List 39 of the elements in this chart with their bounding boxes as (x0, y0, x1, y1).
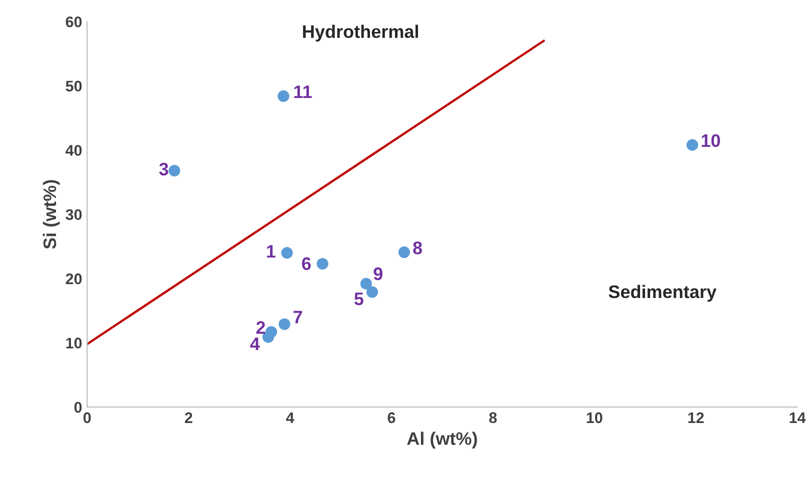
x-tick-label: 14 (790, 412, 806, 423)
point (360, 278, 372, 290)
x-tick-label: 0 (84, 412, 91, 424)
point (278, 318, 290, 330)
y-tick-label: 50 (66, 80, 82, 92)
y-tick-label: 10 (66, 338, 82, 348)
annotation: 6 (302, 257, 311, 270)
y-axis-title: Si (wt%) (42, 180, 60, 249)
point (398, 246, 410, 258)
annotation: 7 (294, 310, 302, 324)
annotation: 11 (294, 86, 312, 98)
annotation: Hydrothermal (303, 24, 418, 42)
x-tick-label: 10 (586, 412, 602, 424)
annotation: 8 (413, 242, 422, 254)
point (686, 139, 698, 151)
x-axis-title: Al (wt%) (407, 432, 477, 449)
x-tick-label: 6 (388, 412, 396, 424)
x-tick-label: 12 (688, 412, 704, 423)
y-tick-label: 30 (66, 209, 82, 220)
point (316, 258, 328, 270)
annotation: 5 (354, 292, 364, 306)
annotation: 9 (374, 267, 382, 280)
y-tick-label: 60 (66, 16, 82, 28)
point (281, 247, 293, 259)
point (366, 286, 378, 298)
y-tick-label: 40 (66, 144, 82, 156)
x-tick-label: 4 (286, 412, 294, 423)
y-tick-label: 0 (74, 402, 82, 413)
annotation: Sedimentary (608, 284, 716, 302)
point (168, 164, 180, 176)
annotation: 4 (250, 338, 260, 350)
y-tick-label: 20 (66, 273, 82, 284)
x-tick-label: 8 (489, 412, 497, 424)
point (278, 90, 290, 102)
annotation: 3 (159, 162, 168, 176)
annotation: 2 (256, 321, 266, 334)
annotation: 10 (702, 134, 720, 148)
x-tick-label: 2 (184, 412, 192, 423)
annotation: 1 (267, 245, 276, 258)
